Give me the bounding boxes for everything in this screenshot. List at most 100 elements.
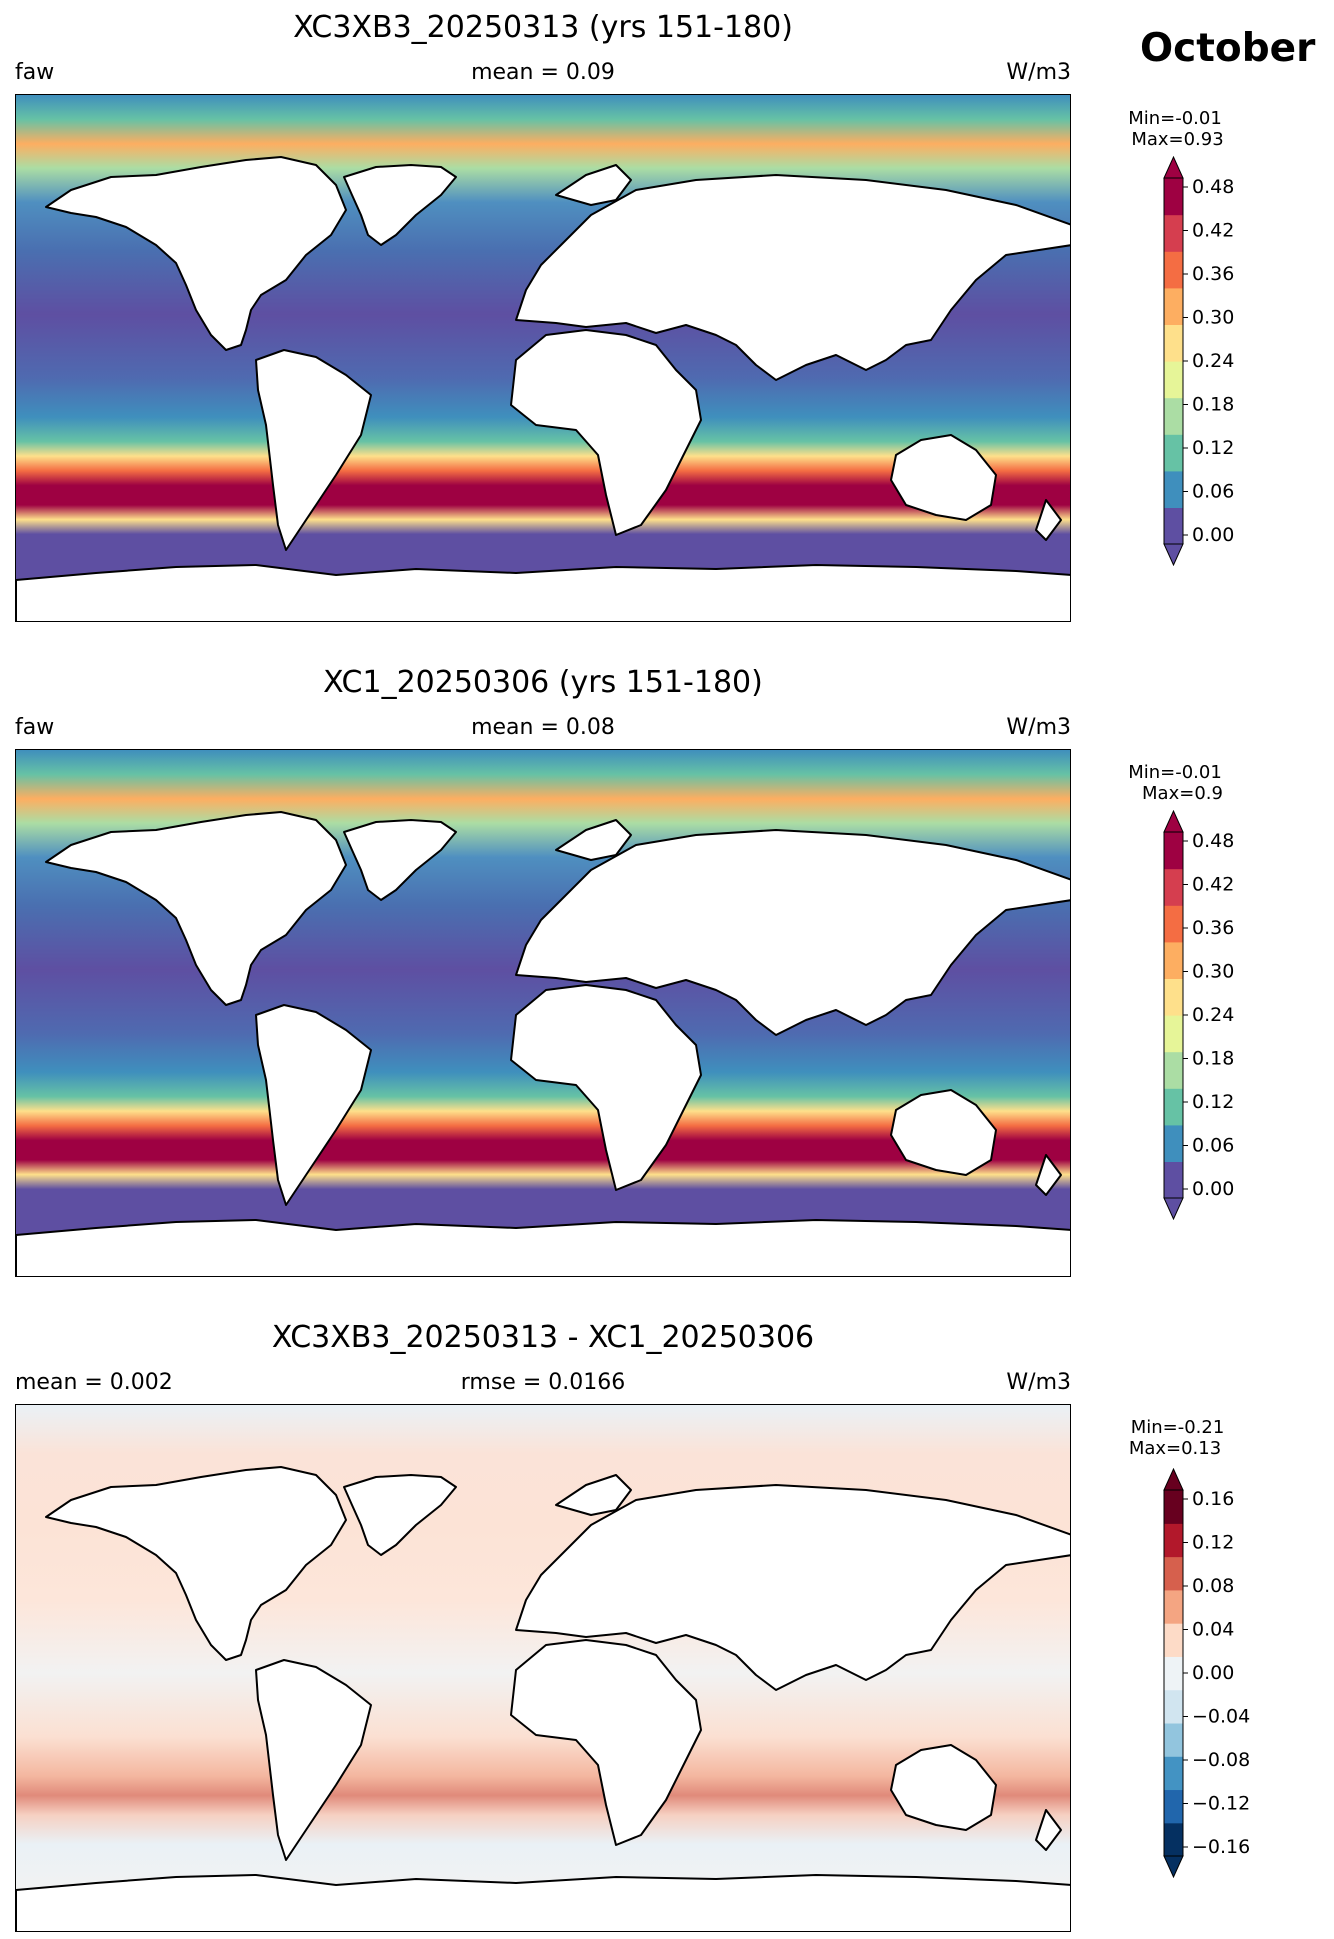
colorbar-tick-label: 0.06 xyxy=(1192,481,1234,503)
panel-3-max-stat: Max=0.13 xyxy=(1128,1438,1222,1459)
landmass xyxy=(45,811,347,1006)
colorbar-extend-min xyxy=(1163,1197,1184,1220)
colorbar-extend-max xyxy=(1163,810,1184,833)
colorbar-tick-label: 0.18 xyxy=(1192,394,1234,416)
colorbar-segment xyxy=(1164,1689,1183,1724)
panel-2-variable-label: faw xyxy=(15,715,55,740)
colorbar-tick-label: 0.48 xyxy=(1192,176,1234,198)
colorbar-extend-min xyxy=(1163,1855,1184,1878)
colorbar-tick-label: 0.06 xyxy=(1192,1135,1234,1157)
landmass xyxy=(343,819,457,901)
colorbar-tick-label: 0.18 xyxy=(1192,1048,1234,1070)
landmass xyxy=(16,564,1070,621)
colorbar-segment xyxy=(1164,1124,1183,1162)
colorbar-tick-label: −0.12 xyxy=(1192,1793,1250,1815)
colorbar-segment xyxy=(1164,214,1183,252)
landmass xyxy=(16,1219,1070,1276)
colorbar-tick-label: 0.24 xyxy=(1192,1004,1234,1026)
colorbar-tick-label: 0.00 xyxy=(1192,524,1234,546)
panel-3-rmse-label: rmse = 0.0166 xyxy=(460,1370,626,1395)
landmass xyxy=(555,819,632,861)
colorbar-segment xyxy=(1164,434,1183,472)
panel-2-colorbar: 0.48 0.42 0.36 0.30 0.24 0.18 0.12 0.06 0.00 xyxy=(1150,810,1270,1220)
colorbar-segment xyxy=(1164,397,1183,435)
colorbar-svg: 0.48 0.42 0.36 0.30 0.24 0.18 0.12 0.06 0.00 xyxy=(1163,810,1234,1220)
panel-2-title: XC1_20250306 (yrs 151-180) xyxy=(323,665,763,700)
landmass xyxy=(510,1639,702,1846)
panel-1-variable-label: faw xyxy=(15,60,55,85)
colorbar-segment xyxy=(1164,1822,1183,1857)
panel-2-map xyxy=(15,749,1071,1277)
colorbar-segment xyxy=(1164,1490,1183,1524)
landmass xyxy=(1035,499,1062,541)
colorbar-svg: 0.48 0.42 0.36 0.30 0.24 0.18 0.12 0.06 0.00 xyxy=(1163,156,1234,566)
landmass xyxy=(255,1659,372,1861)
panel-1-max-stat: Max=0.93 xyxy=(1131,129,1224,150)
colorbar-segment xyxy=(1164,1161,1183,1199)
colorbar-tick-label: −0.04 xyxy=(1192,1706,1250,1728)
landmass xyxy=(515,829,1070,1036)
colorbar-tick-label: 0.30 xyxy=(1192,307,1234,329)
colorbar-segment xyxy=(1164,941,1183,979)
colorbar-segment xyxy=(1164,1623,1183,1657)
colorbar-tick-label: 0.48 xyxy=(1192,830,1234,852)
colorbar-tick-label: 0.42 xyxy=(1192,874,1234,896)
panel-3-title: XC3XB3_20250313 - XC1_20250306 xyxy=(271,1320,815,1355)
colorbar-extend-max xyxy=(1163,1468,1184,1491)
colorbar-svg: 0.16 0.12 0.08 0.04 0.00 −0.04 −0.08 −0.12 −0.16 xyxy=(1163,1468,1250,1878)
landmass xyxy=(890,1089,997,1176)
month-label: October xyxy=(1140,26,1316,71)
colorbar-tick-label: 0.36 xyxy=(1192,263,1234,285)
landmass xyxy=(515,174,1070,381)
landmass xyxy=(1035,1154,1062,1196)
colorbar-tick-label: 0.00 xyxy=(1192,1662,1234,1684)
panel-2-max-stat: Max=0.9 xyxy=(1142,783,1223,804)
panel-3-min-stat: Min=-0.21 xyxy=(1130,1417,1225,1438)
colorbar-segment xyxy=(1164,1015,1183,1053)
colorbar-segment xyxy=(1164,1088,1183,1126)
landmass xyxy=(890,1744,997,1831)
colorbar-segment xyxy=(1164,1656,1183,1691)
colorbar-segment xyxy=(1164,470,1183,508)
colorbar-segment xyxy=(1164,1556,1183,1591)
landmass xyxy=(255,1004,372,1206)
panel-1-mean-label: mean = 0.09 xyxy=(471,60,615,85)
panel-2-units-label: W/m3 xyxy=(1006,715,1071,740)
landmass xyxy=(890,434,997,521)
colorbar-segment xyxy=(1164,324,1183,362)
panel-3-units-label: W/m3 xyxy=(1006,1370,1071,1395)
landmass xyxy=(343,1474,457,1556)
colorbar-tick-label: 0.12 xyxy=(1192,1532,1234,1554)
landmass xyxy=(515,1484,1070,1691)
colorbar-tick-label: 0.08 xyxy=(1192,1575,1234,1597)
panel-1-min-stat: Min=-0.01 xyxy=(1128,108,1222,129)
colorbar-tick-label: 0.12 xyxy=(1192,437,1234,459)
landmass xyxy=(255,349,372,551)
colorbar-tick-label: 0.30 xyxy=(1192,961,1234,983)
landmass xyxy=(510,329,702,536)
colorbar-tick-label: 0.16 xyxy=(1192,1488,1234,1510)
colorbar-segment xyxy=(1164,832,1183,870)
colorbar-tick-label: −0.16 xyxy=(1192,1836,1250,1858)
panel-2-min-stat: Min=-0.01 xyxy=(1128,762,1222,783)
colorbar-segment xyxy=(1164,251,1183,289)
panel-1-map xyxy=(15,94,1071,622)
colorbar-tick-label: 0.00 xyxy=(1192,1178,1234,1200)
colorbar-segment xyxy=(1164,361,1183,399)
panel-3-mean-label: mean = 0.002 xyxy=(15,1370,173,1395)
panel-2-map-field xyxy=(16,750,1070,1276)
colorbar-tick-label: 0.36 xyxy=(1192,917,1234,939)
panel-2-mean-label: mean = 0.08 xyxy=(471,715,615,740)
colorbar-segment xyxy=(1164,1722,1183,1757)
colorbar-segment xyxy=(1164,978,1183,1016)
colorbar-segment xyxy=(1164,905,1183,943)
landmass xyxy=(45,1466,347,1661)
panel-1-title: XC3XB3_20250313 (yrs 151-180) xyxy=(293,10,793,45)
panel-3-map xyxy=(15,1404,1071,1932)
colorbar-tick-label: 0.12 xyxy=(1192,1091,1234,1113)
landmass xyxy=(510,984,702,1191)
colorbar-segment xyxy=(1164,1589,1183,1624)
panel-1-map-field xyxy=(16,95,1070,621)
landmass xyxy=(45,156,347,351)
landmass xyxy=(555,164,632,206)
